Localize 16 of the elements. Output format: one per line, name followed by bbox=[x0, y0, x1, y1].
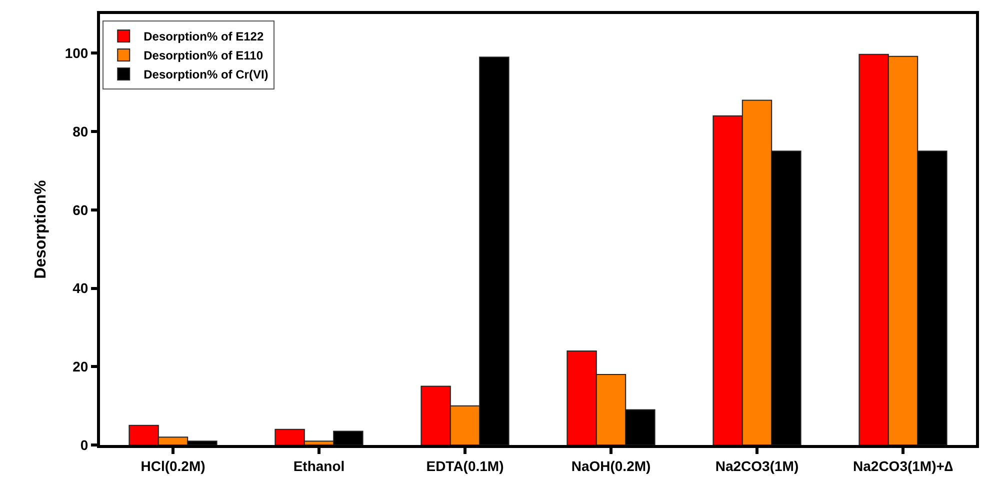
y-tick-label: 60 bbox=[72, 202, 88, 218]
x-tick-label: Na2CO3(1M)+∆ bbox=[853, 458, 954, 474]
y-tick-label: 20 bbox=[72, 358, 88, 375]
legend-label: Desorption% of Cr(VI) bbox=[144, 68, 268, 82]
x-tick-label: HCl(0.2M) bbox=[140, 458, 206, 474]
x-tick-label: Ethanol bbox=[293, 458, 345, 474]
y-tick-label: 0 bbox=[80, 436, 88, 453]
y-tick-label: 80 bbox=[72, 123, 88, 140]
x-tick-label: NaOH(0.2M) bbox=[571, 458, 651, 474]
x-tick-label: EDTA(0.1M) bbox=[426, 458, 504, 474]
legend-label: Desorption% of E122 bbox=[144, 30, 264, 44]
y-axis-title: Desorption% bbox=[32, 180, 50, 279]
legend-label: Desorption% of E110 bbox=[144, 48, 264, 63]
y-tick-label: 40 bbox=[72, 280, 88, 296]
y-tick-label: 100 bbox=[64, 45, 88, 62]
x-tick-label: Na2CO3(1M) bbox=[715, 458, 799, 474]
